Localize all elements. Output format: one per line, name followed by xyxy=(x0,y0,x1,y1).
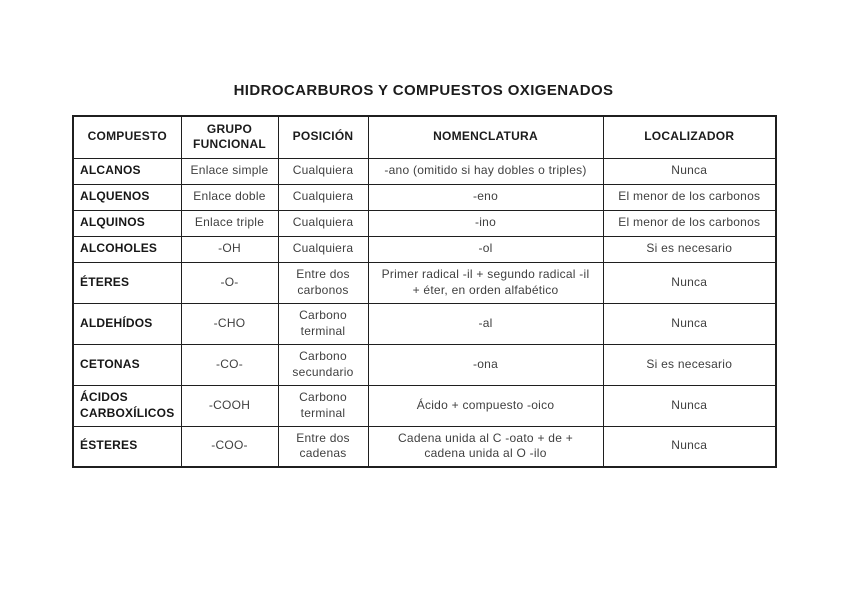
table-body: ALCANOS Enlace simple Cualquiera -ano (omit… xyxy=(72,157,777,468)
cell-posicion: Entre dos carbonos xyxy=(277,261,369,304)
column-header-compuesto: COMPUESTO xyxy=(72,115,182,159)
column-header-nomenclatura: NOMENCLATURA xyxy=(367,115,604,159)
cell-grupo-funcional: Enlace simple xyxy=(180,157,279,185)
column-header-localizador: LOCALIZADOR xyxy=(602,115,777,159)
page-title: HIDROCARBUROS Y COMPUESTOS OXIGENADOS xyxy=(233,82,614,99)
table-row: ALCANOS Enlace simple Cualquiera -ano (omit… xyxy=(72,157,777,185)
cell-posicion: Cualquiera xyxy=(277,235,369,263)
cell-nomenclatura: Ácido + compuesto -oico xyxy=(367,384,604,427)
cell-compuesto: ALQUINOS xyxy=(72,209,182,237)
cell-localizador: Nunca xyxy=(602,157,777,185)
table-row: ÁCIDOS CARBOXÍLICOS -COOH Carbono terminal… xyxy=(72,384,777,427)
cell-grupo-funcional: -CO- xyxy=(180,343,279,386)
cell-grupo-funcional: Enlace triple xyxy=(180,209,279,237)
cell-compuesto: ALCANOS xyxy=(72,157,182,185)
cell-nomenclatura: -eno xyxy=(367,183,604,211)
cell-grupo-funcional: -CHO xyxy=(180,302,279,345)
table-row: ALCOHOLES -OH Cualquiera -ol Si es necesario xyxy=(72,235,777,263)
cell-localizador: Nunca xyxy=(602,384,777,427)
table-row: ALQUINOS Enlace triple Cualquiera -ino El me… xyxy=(72,209,777,237)
cell-compuesto: ALCOHOLES xyxy=(72,235,182,263)
table-row: ALQUENOS Enlace doble Cualquiera -eno El men… xyxy=(72,183,777,211)
cell-grupo-funcional: -O- xyxy=(180,261,279,304)
column-header-posicion: POSICIÓN xyxy=(277,115,369,159)
header-row: COMPUESTO GRUPO FUNCIONAL POSICIÓN NOMEN… xyxy=(72,115,777,159)
cell-posicion: Carbono secundario xyxy=(277,343,369,386)
cell-posicion: Carbono terminal xyxy=(277,384,369,427)
cell-posicion: Cualquiera xyxy=(277,209,369,237)
cell-localizador: Nunca xyxy=(602,302,777,345)
table-row: ÉSTERES -COO- Entre dos cadenas Cadena unid… xyxy=(72,425,777,468)
cell-compuesto: ÉTERES xyxy=(72,261,182,304)
cell-posicion: Carbono terminal xyxy=(277,302,369,345)
table-row: CETONAS -CO- Carbono secundario -ona Si es n… xyxy=(72,343,777,386)
cell-grupo-funcional: -COO- xyxy=(180,425,279,468)
cell-localizador: El menor de los carbonos xyxy=(602,209,777,237)
cell-posicion: Cualquiera xyxy=(277,157,369,185)
cell-grupo-funcional: Enlace doble xyxy=(180,183,279,211)
table-row: ÉTERES -O- Entre dos carbonos Primer radica… xyxy=(72,261,777,304)
cell-compuesto: CETONAS xyxy=(72,343,182,386)
cell-grupo-funcional: -OH xyxy=(180,235,279,263)
cell-localizador: Si es necesario xyxy=(602,235,777,263)
cell-localizador: El menor de los carbonos xyxy=(602,183,777,211)
cell-localizador: Si es necesario xyxy=(602,343,777,386)
cell-compuesto: ÁCIDOS CARBOXÍLICOS xyxy=(72,384,182,427)
cell-compuesto: ALDEHÍDOS xyxy=(72,302,182,345)
cell-localizador: Nunca xyxy=(602,425,777,468)
cell-compuesto: ALQUENOS xyxy=(72,183,182,211)
column-header-grupo-funcional: GRUPO FUNCIONAL xyxy=(180,115,279,159)
cell-localizador: Nunca xyxy=(602,261,777,304)
cell-nomenclatura: Cadena unida al C -oato + de + cadena un… xyxy=(367,425,604,468)
compounds-table: COMPUESTO GRUPO FUNCIONAL POSICIÓN NOMEN… xyxy=(72,115,777,468)
table-row: ALDEHÍDOS -CHO Carbono terminal -al Nunca xyxy=(72,302,777,345)
cell-compuesto: ÉSTERES xyxy=(72,425,182,468)
cell-nomenclatura: -ano (omitido si hay dobles o triples) xyxy=(367,157,604,185)
cell-posicion: Entre dos cadenas xyxy=(277,425,369,468)
cell-nomenclatura: -ol xyxy=(367,235,604,263)
cell-nomenclatura: -al xyxy=(367,302,604,345)
cell-posicion: Cualquiera xyxy=(277,183,369,211)
cell-nomenclatura: Primer radical -il + segundo radical -il… xyxy=(367,261,604,304)
cell-grupo-funcional: -COOH xyxy=(180,384,279,427)
cell-nomenclatura: -ino xyxy=(367,209,604,237)
cell-nomenclatura: -ona xyxy=(367,343,604,386)
